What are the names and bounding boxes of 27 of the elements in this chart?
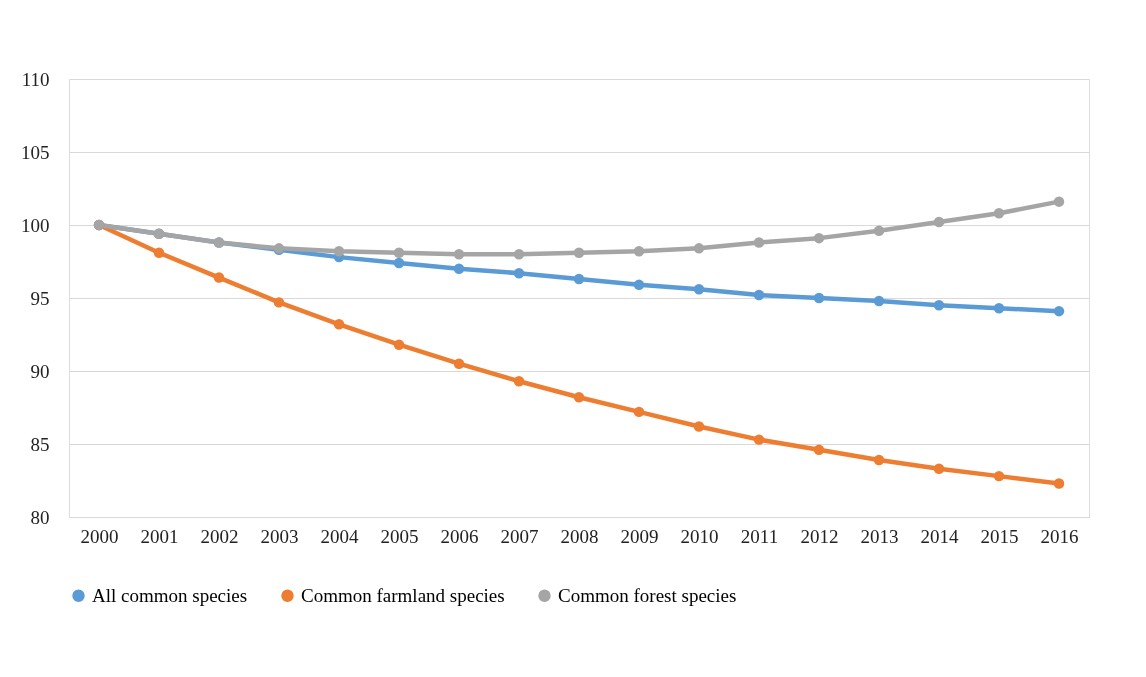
legend-label: Common forest species xyxy=(558,584,737,606)
y-tick-label: 105 xyxy=(21,141,50,163)
x-tick-label: 2002 xyxy=(200,525,239,547)
y-tick-label: 95 xyxy=(30,287,50,309)
x-tick-label: 2001 xyxy=(140,525,179,547)
y-tick-label: 100 xyxy=(21,214,50,236)
x-tick-label: 2016 xyxy=(1040,525,1079,547)
x-tick-label: 2007 xyxy=(500,525,539,547)
y-tick-label: 110 xyxy=(21,68,50,90)
x-tick-label: 2011 xyxy=(740,525,779,547)
x-tick-label: 2004 xyxy=(320,525,359,547)
x-tick-label: 2014 xyxy=(920,525,959,547)
x-tick-label: 2010 xyxy=(680,525,719,547)
legend-label: All common species xyxy=(92,584,248,606)
x-tick-label: 2013 xyxy=(860,525,899,547)
x-tick-label: 2009 xyxy=(620,525,659,547)
y-tick-label: 85 xyxy=(30,433,50,455)
x-tick-label: 2012 xyxy=(800,525,839,547)
legend-label: Common farmland species xyxy=(301,584,505,606)
x-tick-label: 2015 xyxy=(980,525,1019,547)
y-tick-label: 80 xyxy=(30,506,50,528)
x-tick-label: 2006 xyxy=(440,525,479,547)
x-tick-label: 2000 xyxy=(80,525,119,547)
x-tick-label: 2003 xyxy=(260,525,299,547)
x-tick-label: 2008 xyxy=(560,525,599,547)
y-tick-label: 90 xyxy=(30,360,50,382)
x-tick-label: 2005 xyxy=(380,525,419,547)
